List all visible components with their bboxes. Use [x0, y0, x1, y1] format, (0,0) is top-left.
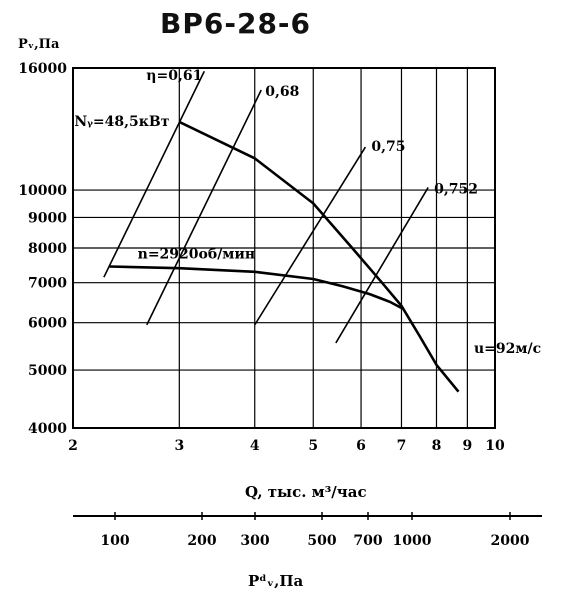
- y-tick-label: 9000: [28, 210, 67, 226]
- pdv-tick-label: 300: [240, 533, 269, 549]
- efficiency-label: η=0,61: [146, 68, 202, 84]
- x-axis-label: Q, тыс. м³/час: [245, 483, 367, 501]
- efficiency-label: 0,75: [371, 139, 405, 155]
- x-tick-labels: 2 3 4 5 6 7 8 9 10: [68, 438, 505, 454]
- efficiency-label: 0,68: [265, 84, 299, 100]
- x-tick-label: 8: [432, 438, 442, 454]
- x-tick-label: 4: [250, 438, 260, 454]
- pdv-axis-label: Pᵈᵥ,Па: [248, 572, 304, 590]
- y-tick-labels: 16000 10000 9000 8000 7000 6000 5000 4000: [18, 61, 67, 437]
- velocity-annotation: u=92м/с: [474, 341, 541, 357]
- efficiency-line: [146, 89, 262, 326]
- y-tick-label: 7000: [28, 276, 67, 292]
- pressure-curve: [109, 265, 403, 310]
- efficiency-line: [254, 146, 367, 326]
- grid: [73, 68, 495, 428]
- pdv-tick-label: 100: [100, 533, 129, 549]
- pdv-tick-label: 200: [187, 533, 216, 549]
- y-tick-label: 5000: [28, 363, 67, 379]
- power-curve: [178, 120, 460, 393]
- x-tick-label: 5: [308, 438, 318, 454]
- x-tick-label: 3: [174, 438, 184, 454]
- x-tick-label: 10: [485, 438, 505, 454]
- pdv-tick-label: 700: [353, 533, 382, 549]
- y-tick-label: 8000: [28, 241, 67, 257]
- y-tick-label: 10000: [18, 183, 67, 199]
- speed-label: n=2920об/мин: [138, 246, 255, 262]
- x-tick-label: 9: [462, 438, 472, 454]
- pdv-tick-label: 1000: [393, 533, 432, 549]
- power-label: Nᵧ=48,5кВт: [74, 114, 169, 130]
- y-tick-label: 6000: [28, 316, 67, 332]
- pdv-tick-label: 2000: [491, 533, 530, 549]
- efficiency-line: [335, 187, 429, 344]
- efficiency-lines: η=0,61 0,68 0,75 0,752: [103, 68, 478, 344]
- chart-title: ВР6-28-6: [160, 7, 311, 40]
- y-tick-label: 4000: [28, 421, 67, 437]
- x-tick-label: 6: [356, 438, 366, 454]
- efficiency-label: 0,752: [434, 181, 478, 197]
- y-tick-label: 16000: [18, 61, 67, 77]
- pdv-scale: 100 200 300 500 700 1000 2000: [100, 512, 530, 549]
- efficiency-line: [103, 70, 206, 278]
- pdv-tick-label: 500: [307, 533, 336, 549]
- y-axis-label: Pᵥ,Па: [18, 37, 60, 52]
- plot-frame: [72, 67, 496, 429]
- series-curves: Nᵧ=48,5кВт n=2920об/мин: [74, 114, 460, 393]
- x-tick-label: 7: [397, 438, 407, 454]
- x-tick-label: 2: [68, 438, 78, 454]
